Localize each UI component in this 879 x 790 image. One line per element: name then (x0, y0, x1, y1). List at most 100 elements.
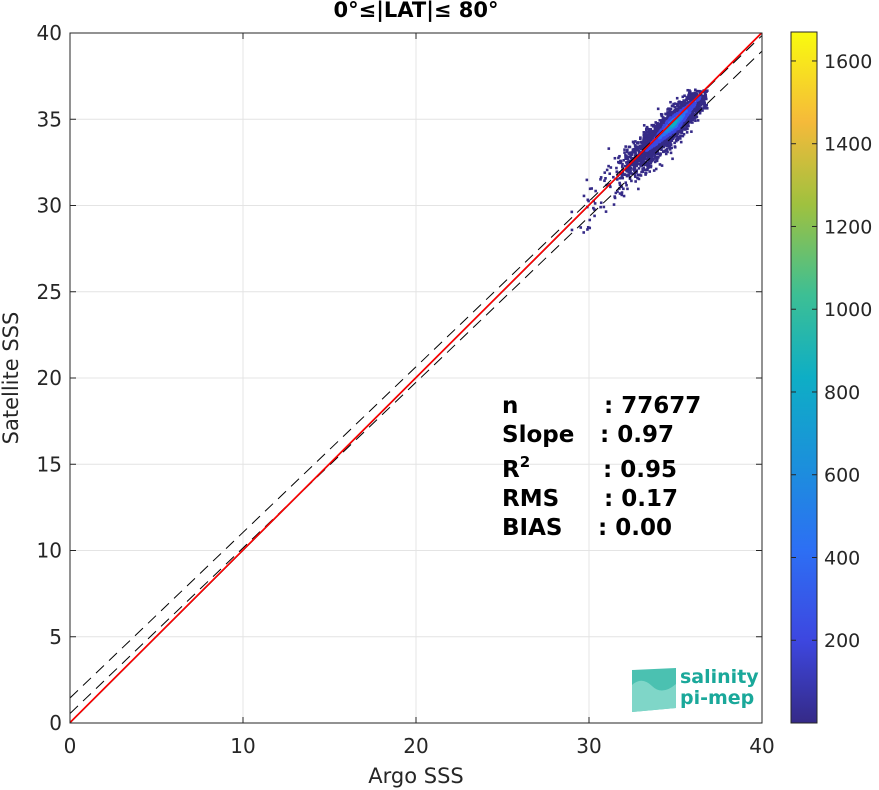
density-cell (694, 116, 698, 119)
density-cell (693, 116, 696, 120)
density-cell (658, 136, 662, 139)
regression-line (70, 33, 762, 723)
density-cell (592, 206, 595, 210)
density-cell (685, 125, 688, 129)
density-cell (666, 128, 670, 132)
density-cell (626, 187, 629, 191)
stat-value: : 77677 (604, 393, 701, 419)
density-cell (674, 133, 678, 136)
density-cell (620, 193, 624, 197)
density-cell (670, 139, 673, 143)
density-cell (696, 119, 700, 122)
density-cell (676, 112, 680, 115)
density-cell (620, 174, 624, 177)
density-cell (682, 127, 685, 131)
density-cell (698, 90, 702, 93)
density-cell (627, 145, 631, 149)
density-cell (615, 166, 618, 170)
density-cell (677, 101, 680, 105)
density-cell (634, 180, 637, 183)
density-cell (651, 142, 654, 145)
density-cell (640, 162, 644, 166)
density-cell (660, 148, 663, 152)
density-cell (648, 154, 651, 157)
density-cell (637, 159, 640, 162)
density-cell (616, 190, 619, 193)
density-cell (634, 140, 637, 143)
y-tick-label: 25 (37, 280, 62, 304)
density-cell (637, 167, 641, 170)
density-cell (640, 153, 644, 157)
density-cell (659, 152, 662, 155)
density-cell (645, 130, 649, 134)
x-tick-label: 40 (749, 734, 774, 758)
density-cell (679, 122, 683, 125)
density-cell (640, 164, 643, 168)
density-cell (669, 143, 673, 146)
density-cell (625, 161, 628, 164)
density-cell (679, 140, 683, 144)
density-cell (670, 146, 673, 150)
density-cell (695, 102, 698, 106)
density-cell (660, 121, 664, 125)
density-cell (645, 125, 649, 129)
density-cell (627, 174, 631, 177)
density-cell (620, 165, 624, 168)
density-cell (604, 210, 608, 213)
density-cell (625, 168, 628, 172)
density-cell (706, 89, 709, 92)
density-cell (683, 116, 687, 119)
density-cell (588, 187, 592, 191)
density-cell (649, 156, 653, 160)
colorbar-tick-label: 800 (824, 382, 860, 404)
density-cell (674, 111, 677, 115)
density-cell (626, 158, 630, 161)
density-cell (703, 106, 707, 110)
density-cell (603, 171, 607, 174)
density-cell (668, 124, 671, 128)
density-cell (638, 146, 642, 149)
density-cell (668, 110, 672, 113)
density-cell (682, 99, 685, 102)
stat-superscript: 2 (520, 453, 530, 471)
density-cell (675, 137, 679, 141)
density-cell (684, 109, 688, 113)
density-cell (615, 170, 619, 174)
logo-line1: salinity (680, 666, 759, 688)
density-cell (662, 133, 665, 136)
density-cell (625, 154, 628, 158)
density-cell (661, 119, 665, 123)
density-cell (673, 141, 676, 145)
density-cell (678, 137, 682, 140)
density-cell (699, 97, 703, 101)
density-cell (691, 118, 695, 122)
density-cell (635, 164, 639, 167)
density-cell (647, 137, 651, 141)
density-cell (631, 140, 635, 144)
axis-ticks: 0 10 20 30 40 0 5 10 15 20 25 30 35 40 (37, 21, 775, 758)
density-cell (703, 91, 707, 95)
density-cell (645, 133, 649, 136)
density-cell (653, 150, 657, 154)
density-cell (686, 111, 690, 115)
density-cell (647, 150, 650, 153)
density-cell (664, 148, 668, 152)
density-cell (661, 137, 665, 140)
density-cell (629, 166, 633, 170)
density-cell (614, 191, 618, 195)
density-cell (689, 94, 693, 97)
density-cell (668, 107, 671, 111)
density-cell (672, 121, 675, 125)
density-cell (640, 144, 644, 147)
stat-label: Slope (502, 422, 574, 448)
density-cell (625, 164, 629, 167)
density-cell (604, 176, 607, 180)
density-cell (644, 150, 647, 154)
density-cell (684, 120, 687, 124)
density-cell (641, 140, 644, 144)
density-cell (631, 156, 635, 160)
density-cell (668, 136, 671, 140)
density-cell (621, 171, 625, 175)
density-cell (613, 156, 617, 160)
density-cell (617, 156, 620, 160)
